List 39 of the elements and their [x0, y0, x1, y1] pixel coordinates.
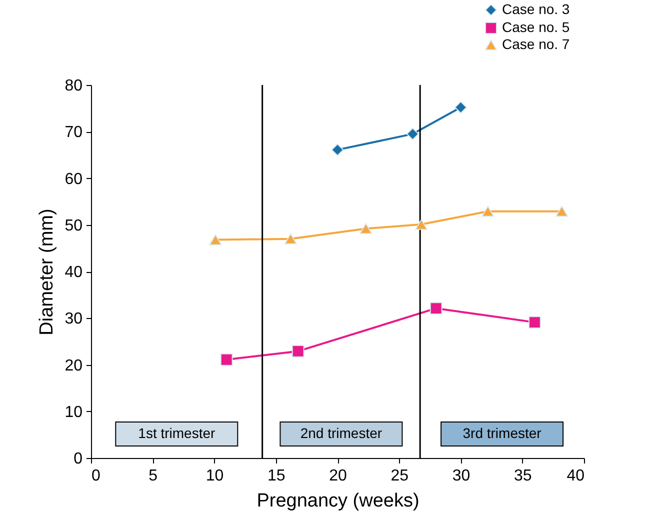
x-tick-label: 25 [390, 468, 409, 484]
x-tick-label: 5 [148, 468, 158, 484]
x-tick-label: 40 [566, 468, 585, 484]
x-axis-title: Pregnancy (weeks) [256, 490, 420, 512]
x-tick-label: 15 [267, 468, 286, 484]
point [482, 206, 494, 217]
legend-label: Case no. 5 [502, 19, 570, 35]
y-tick-label: 40 [64, 264, 83, 281]
y-tick-label: 70 [64, 124, 83, 142]
point [284, 233, 297, 244]
y-axis-title: Diameter (mm) [36, 208, 58, 336]
point [528, 316, 541, 329]
x-tick-label: 35 [514, 468, 532, 484]
y-tick-label: 80 [64, 78, 83, 94]
point [430, 302, 442, 315]
point [220, 353, 233, 366]
legend-label: Case no. 7 [502, 36, 570, 52]
x-tick-label: 30 [452, 468, 470, 484]
point [406, 128, 419, 140]
annotation: 1st trimester [138, 425, 216, 441]
point [331, 144, 344, 156]
point [454, 101, 467, 114]
point [415, 218, 428, 230]
x-tick-label: 10 [206, 468, 224, 484]
y-tick-label: 30 [64, 310, 83, 328]
annotation: 2nd trimester [300, 425, 382, 441]
x-tick-label: 20 [329, 468, 347, 484]
point [292, 345, 304, 358]
point [556, 206, 568, 217]
y-tick-label: 50 [64, 217, 83, 234]
x-tick-label: 0 [92, 468, 100, 484]
legend-label: Case no. 3 [502, 1, 570, 17]
y-tick-label: 0 [74, 450, 83, 468]
y-tick-label: 60 [64, 170, 83, 188]
point [209, 234, 222, 246]
y-tick-label: 10 [64, 404, 83, 421]
annotation: 3rd trimester [462, 425, 542, 441]
y-tick-label: 20 [64, 357, 83, 374]
point [360, 223, 372, 234]
